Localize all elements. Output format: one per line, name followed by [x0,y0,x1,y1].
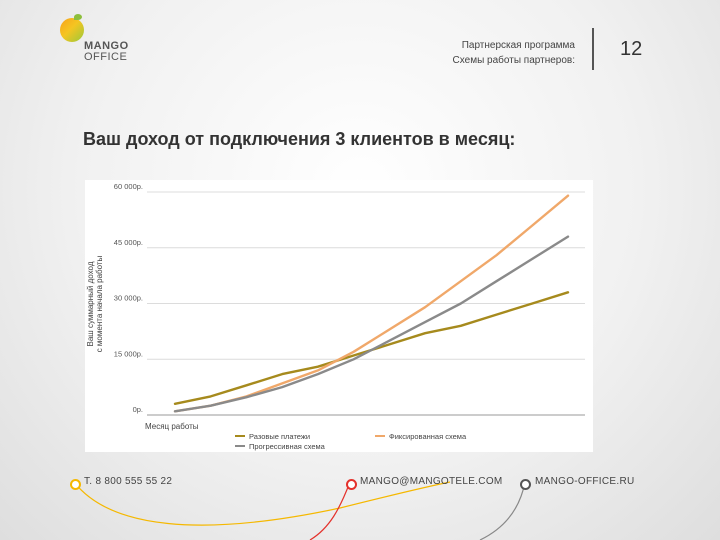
header-line-1: Партнерская программа [461,40,575,51]
y-tick-label: 15 000р. [114,349,143,358]
header-caption: Партнерская программа Схемы работы партн… [453,38,575,68]
legend-label: Фиксированная схема [389,432,467,441]
page-number: 12 [620,38,643,60]
legend-label: Разовые платежи [249,432,310,441]
y-tick-label: 30 000р. [114,294,143,303]
phone-marker-icon [70,479,81,490]
header-line-2: Схемы работы партнеров: [452,55,575,66]
footer-phone[interactable]: Т. 8 800 555 55 22 [84,476,173,487]
y-axis-label: Ваш суммарный доходс момента начала рабо… [86,255,104,352]
legend-label: Прогрессивная схема [249,442,326,451]
mango-office-logo: MANGO OFFICE [60,14,150,64]
y-tick-label: 45 000р. [114,238,143,247]
income-line-chart: 0р. 15 000р. 30 000р. 45 000р. 60 000р. Ваш с… [86,182,585,451]
series-line [173,291,570,406]
y-tick-label: 0р. [133,405,143,414]
slide-title: Ваш доход от подключения 3 клиентов в ме… [83,129,516,149]
logo-text-mango: MANGO [84,40,129,52]
x-axis-label: Месяц работы [145,422,199,431]
series-line [173,235,570,413]
logo-text-office: OFFICE [84,51,128,63]
chart-panel: 0р. 15 000р. 30 000р. 45 000р. 60 000р. Ваш с… [85,180,593,452]
email-marker-icon [346,479,357,490]
footer-website-link[interactable]: MANGO-OFFICE.RU [535,476,635,487]
header-divider [592,28,594,70]
footer-email-link[interactable]: MANGO@MANGOTELE.COM [360,476,503,487]
website-marker-icon [520,479,531,490]
y-tick-label: 60 000р. [114,182,143,191]
mango-logo-icon [60,14,84,42]
